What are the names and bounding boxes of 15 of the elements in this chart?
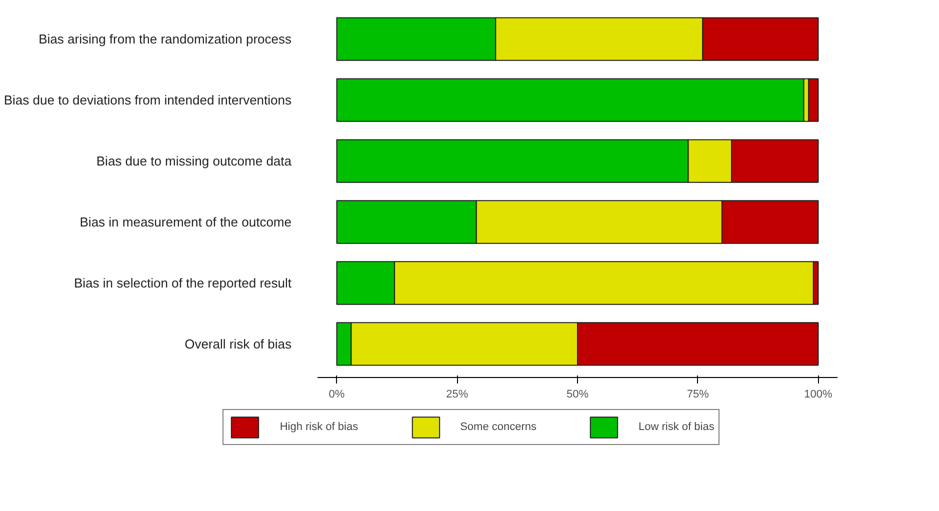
y-tick-label: Bias in selection of the reported result bbox=[74, 275, 292, 290]
legend-label: Some concerns bbox=[460, 421, 537, 433]
x-tick-label: 50% bbox=[566, 388, 589, 400]
x-tick-label: 75% bbox=[686, 388, 710, 400]
y-tick-label: Bias in measurement of the outcome bbox=[80, 214, 292, 230]
y-tick-label: Bias due to missing outcome data bbox=[96, 154, 292, 169]
legend-label: Low risk of bias bbox=[638, 421, 714, 433]
x-tick-label: 0% bbox=[328, 388, 345, 400]
legend-label: High risk of bias bbox=[280, 421, 358, 433]
x-tick-label: 25% bbox=[446, 388, 468, 400]
y-tick-label: Overall risk of bias bbox=[184, 336, 292, 352]
y-tick-label: Bias arising from the randomization process bbox=[38, 32, 292, 47]
x-tick-label: 100% bbox=[804, 388, 833, 400]
y-tick-label: Bias due to deviations from intended interventions bbox=[4, 92, 292, 108]
bar bbox=[336, 78, 804, 122]
